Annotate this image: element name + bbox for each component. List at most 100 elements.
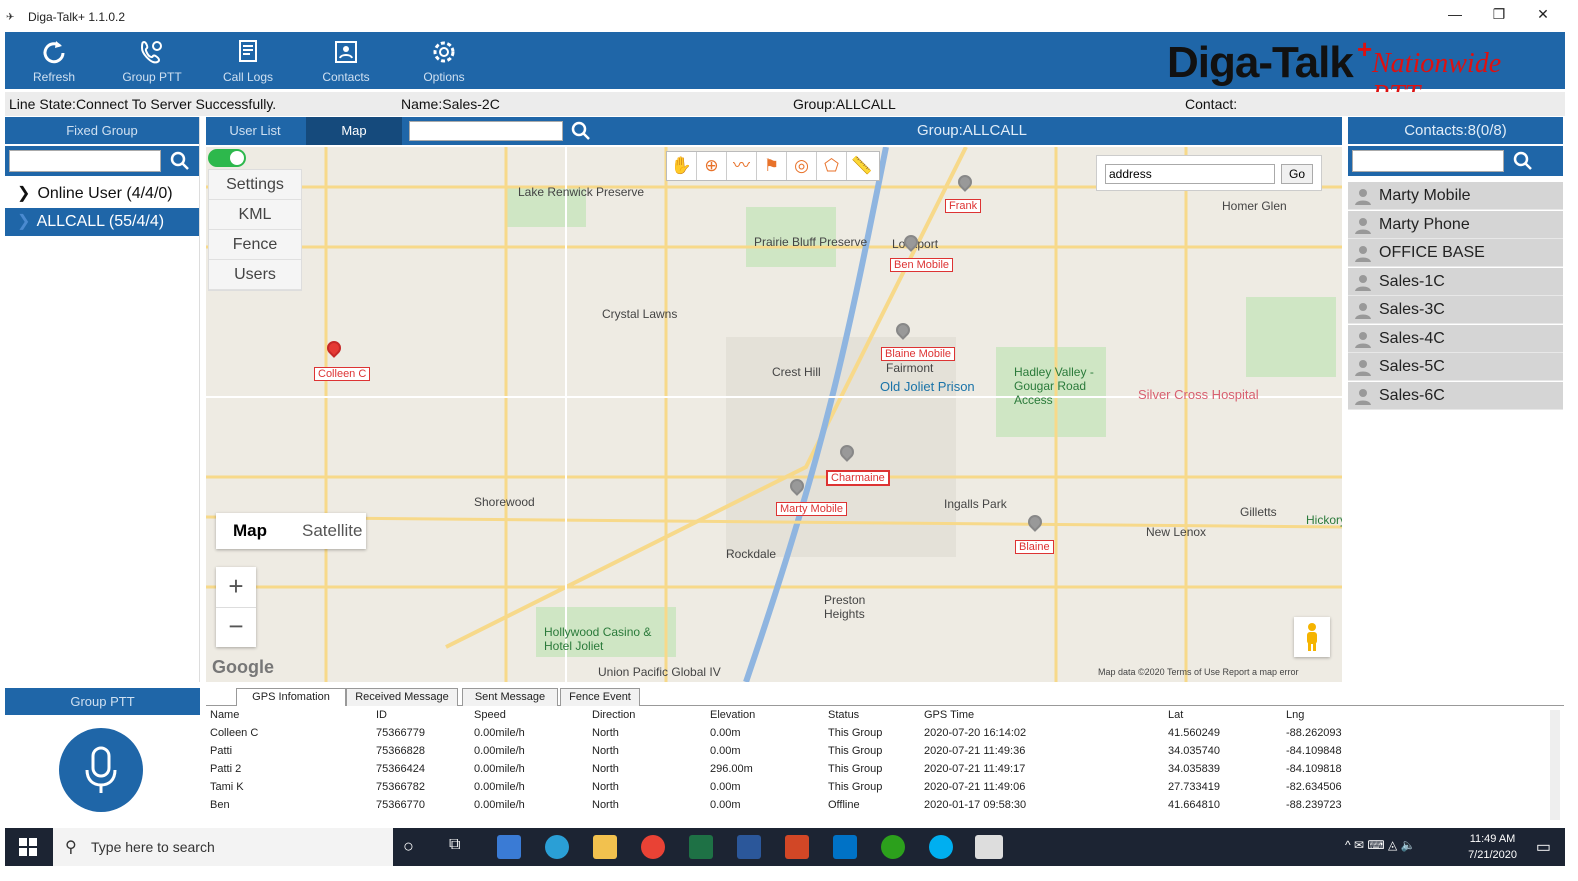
refresh-label: Refresh	[32, 70, 76, 84]
file-explorer-icon[interactable]	[593, 835, 617, 859]
zoom-in-button[interactable]: +	[228, 571, 244, 601]
contact-item[interactable]: Marty Mobile	[1348, 182, 1563, 210]
search-icon[interactable]	[169, 150, 191, 172]
marker-tool-icon[interactable]: ⊕	[697, 152, 727, 180]
contacts-button[interactable]: Contacts	[301, 34, 391, 88]
map-type-satellite[interactable]: Satellite	[302, 521, 363, 540]
task-view-icon[interactable]: ⧉	[449, 836, 461, 853]
restore-button[interactable]: ❐	[1492, 6, 1506, 22]
contact-item[interactable]: Sales-3C	[1348, 296, 1563, 324]
column-header[interactable]: Elevation	[710, 709, 756, 721]
contact-item[interactable]: Sales-6C	[1348, 381, 1563, 410]
column-header[interactable]: ID	[376, 709, 387, 721]
fixed-group-search-input[interactable]	[9, 150, 161, 172]
column-header[interactable]: Direction	[592, 709, 636, 721]
pegman-icon[interactable]	[1294, 617, 1330, 657]
quickbooks-icon[interactable]	[881, 835, 905, 859]
table-row[interactable]: Patti 2 75366424 0.00mile/h North 296.00m Thi…	[206, 760, 1392, 778]
column-header[interactable]: Speed	[474, 709, 506, 721]
taskbar-search[interactable]: ⚲ Type here to search	[53, 828, 393, 866]
column-header[interactable]: Lng	[1286, 709, 1305, 721]
tab-sent-message[interactable]: Sent Message	[462, 688, 558, 706]
call-logs-button[interactable]: Call Logs	[203, 34, 293, 88]
windows-start-icon[interactable]	[19, 838, 37, 856]
user-avatar-icon	[1355, 217, 1371, 234]
search-icon[interactable]	[570, 120, 592, 142]
go-button[interactable]: Go	[1281, 164, 1313, 184]
menu-fence[interactable]: Fence	[209, 230, 301, 260]
store-icon[interactable]	[497, 835, 521, 859]
menu-kml[interactable]: KML	[209, 200, 301, 230]
marker-label[interactable]: Ben Mobile	[890, 258, 954, 272]
ptt-mic-button[interactable]	[59, 728, 143, 812]
system-tray-icons[interactable]: ^ ✉ ⌨ ◬ 🔈	[1345, 838, 1416, 852]
contacts-search-input[interactable]	[1352, 150, 1504, 172]
column-header[interactable]: Status	[828, 709, 860, 721]
marker-label[interactable]: Blaine	[1015, 540, 1054, 554]
map-toggle-switch[interactable]	[208, 149, 246, 167]
contact-item[interactable]: Sales-1C	[1348, 267, 1563, 296]
zoom-out-button[interactable]: −	[216, 607, 256, 647]
skype-icon[interactable]	[929, 835, 953, 859]
table-row[interactable]: Tami K 75366782 0.00mile/h North 0.00m This G…	[206, 778, 1392, 796]
tab-map[interactable]: Map	[306, 117, 402, 145]
table-cell: North	[592, 745, 619, 757]
app-icon: ✈	[6, 12, 15, 23]
contact-item[interactable]: Sales-4C	[1348, 324, 1563, 353]
tab-received-message[interactable]: Received Message	[346, 688, 458, 706]
edge-icon[interactable]	[545, 835, 569, 859]
diga-talk-taskbar-icon[interactable]	[975, 835, 1003, 859]
flag-icon[interactable]: ⚑	[757, 152, 787, 180]
close-button[interactable]: ✕	[1537, 6, 1549, 22]
cortana-icon[interactable]: ○	[403, 836, 414, 856]
minimize-button[interactable]: —	[1448, 6, 1462, 22]
menu-settings[interactable]: Settings	[209, 170, 301, 200]
table-cell: 0.00m	[710, 727, 741, 739]
table-row[interactable]: Patti 75366828 0.00mile/h North 0.00m This Gr…	[206, 742, 1392, 760]
map-view[interactable]: Settings KML Fence Users ✋⊕〰⚑◎⬠📏 Go Lake…	[206, 147, 1342, 682]
marker-label[interactable]: Frank	[945, 199, 982, 213]
menu-users[interactable]: Users	[209, 260, 301, 290]
search-icon[interactable]	[1512, 150, 1534, 172]
contact-item[interactable]: OFFICE BASE	[1348, 239, 1563, 267]
center-search-input[interactable]	[409, 121, 563, 141]
notifications-icon[interactable]: ▭	[1535, 839, 1551, 856]
word-icon[interactable]	[737, 835, 761, 859]
address-input[interactable]	[1105, 164, 1275, 184]
taskbar-clock[interactable]: 11:49 AM 7/21/2020	[1468, 831, 1517, 863]
refresh-button[interactable]: Refresh	[9, 34, 99, 88]
table-row[interactable]: Colleen C 75366779 0.00mile/h North 0.00m Thi…	[206, 724, 1392, 742]
ruler-icon[interactable]: 📏	[851, 156, 873, 175]
column-header[interactable]: GPS Time	[924, 709, 975, 721]
excel-icon[interactable]	[689, 835, 713, 859]
circle-tool-icon[interactable]: ◎	[787, 152, 817, 180]
chrome-icon[interactable]	[641, 835, 665, 859]
tree-item-online-user[interactable]: ❯ Online User (4/4/0)	[5, 180, 199, 208]
marker-label[interactable]: Blaine Mobile	[881, 347, 956, 361]
tree-item-label: ALLCALL (55/4/4)	[36, 213, 165, 230]
tab-fence-event[interactable]: Fence Event	[560, 688, 640, 706]
table-row[interactable]: Ben 75366770 0.00mile/h North 0.00m Offline 20…	[206, 796, 1392, 814]
contact-item[interactable]: Sales-5C	[1348, 353, 1563, 381]
hand-icon[interactable]: ✋	[667, 152, 697, 180]
column-header[interactable]: Name	[210, 709, 240, 721]
outlook-icon[interactable]	[833, 835, 857, 859]
map-footer[interactable]: Map data ©2020 Terms of Use Report a map…	[1098, 667, 1299, 677]
polyline-icon[interactable]: 〰	[727, 152, 757, 180]
tree-item-allcall[interactable]: ❯ ALLCALL (55/4/4)	[5, 208, 199, 236]
tab-gps-information[interactable]: GPS Infomation	[236, 688, 346, 706]
map-place: Shorewood	[474, 495, 535, 509]
powerpoint-icon[interactable]	[785, 835, 809, 859]
marker-label[interactable]: Marty Mobile	[776, 502, 847, 516]
marker-label[interactable]: Colleen C	[314, 367, 371, 381]
contact-item[interactable]: Marty Phone	[1348, 210, 1563, 239]
marker-label[interactable]: Charmaine	[826, 470, 890, 486]
polygon-icon[interactable]: ⬠	[817, 152, 847, 180]
map-type-map[interactable]: Map	[233, 521, 267, 540]
tab-user-list[interactable]: User List	[206, 117, 304, 145]
scrollbar[interactable]	[1550, 710, 1560, 820]
column-header[interactable]: Lat	[1168, 709, 1184, 721]
contacts-search	[1348, 146, 1563, 176]
group-ptt-button[interactable]: Group PTT	[107, 34, 197, 88]
options-button[interactable]: Options	[399, 34, 489, 88]
